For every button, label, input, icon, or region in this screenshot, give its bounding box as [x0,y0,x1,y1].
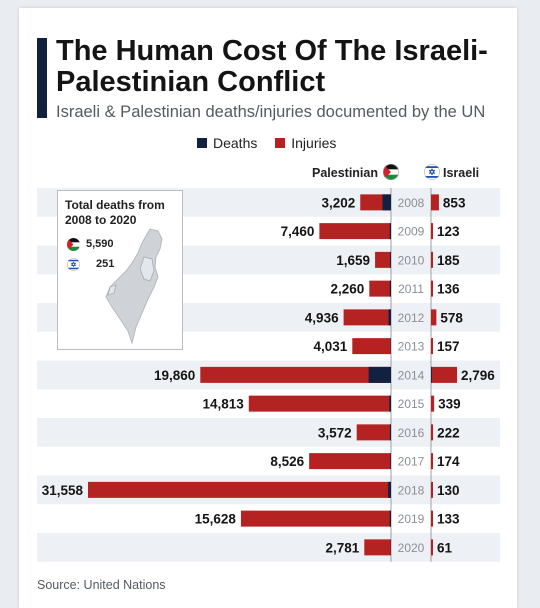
year-label: 2008 [398,196,425,210]
bar-israeli-injuries [431,396,434,412]
label-palestinian-total: 1,659 [336,253,370,268]
label-israeli-total: 2,796 [461,368,495,383]
palestine-flag-icon [67,238,80,251]
bar-israeli-injuries [431,367,457,383]
year-label: 2010 [398,253,425,267]
label-palestinian-total: 4,031 [314,339,348,354]
bar-palestinian-deaths [390,252,391,268]
label-israeli-total: 222 [437,425,460,440]
inset-title: Total deaths from 2008 to 2020 [65,198,180,228]
bar-palestinian-deaths [389,396,391,412]
bar-palestinian-deaths [388,482,391,498]
bar-israeli-injuries [431,539,433,555]
bar-palestinian-injuries [369,281,391,297]
bar-palestinian-injuries [364,539,391,555]
bar-palestinian-deaths [390,511,391,527]
bar-israeli-injuries [431,511,433,527]
label-palestinian-total: 7,460 [281,224,315,239]
bar-israeli-injuries [431,281,433,297]
bar-israeli-injuries [431,252,433,268]
source-note: Source: United Nations [37,578,166,592]
bar-palestinian-injuries [344,309,391,325]
label-israeli-total: 157 [437,339,460,354]
label-israeli-total: 853 [443,195,466,210]
label-palestinian-total: 3,572 [318,425,352,440]
bar-palestinian-injuries [352,338,391,354]
bar-palestinian-injuries [357,424,391,440]
bar-palestinian-deaths [390,453,391,469]
label-israeli-total: 130 [437,483,460,498]
label-israeli-total: 133 [437,512,460,527]
bar-israeli-injuries [431,338,433,354]
label-palestinian-total: 14,813 [202,397,244,412]
bar-israeli-injuries [431,453,433,469]
label-palestinian-total: 15,628 [195,512,237,527]
label-palestinian-total: 31,558 [42,483,84,498]
bar-palestinian-injuries [249,396,391,412]
bar-israeli-injuries [431,223,433,239]
year-label: 2016 [398,426,425,440]
bar-israeli-injuries [431,424,433,440]
bar-israeli-injuries [431,309,436,325]
label-israeli-total: 61 [437,540,453,555]
label-israeli-total: 174 [437,454,460,469]
inset-box: Total deaths from 2008 to 2020 5,590 251 [57,190,183,350]
year-label: 2012 [398,311,425,325]
label-palestinian-total: 8,526 [270,454,304,469]
year-label: 2011 [398,282,424,296]
label-israeli-total: 136 [437,282,460,297]
bar-israeli-injuries [431,482,433,498]
label-palestinian-total: 3,202 [321,195,355,210]
year-label: 2013 [398,340,425,354]
label-palestinian-total: 4,936 [305,310,339,325]
label-israeli-total: 123 [437,224,460,239]
year-label: 2017 [398,455,425,469]
year-label: 2009 [398,225,425,239]
bar-israeli-deaths [431,367,432,383]
label-israeli-total: 185 [437,253,460,268]
bar-palestinian-injuries [309,453,391,469]
inset-israeli-deaths: 251 [96,258,114,270]
bar-palestinian-deaths [382,194,391,210]
bar-israeli-injuries [431,194,439,210]
year-label: 2020 [398,541,425,555]
bar-palestinian-deaths [390,223,391,239]
bar-palestinian-deaths [389,309,391,325]
bar-palestinian-deaths [390,281,391,297]
year-label: 2015 [398,397,425,411]
label-palestinian-total: 2,260 [331,282,365,297]
label-palestinian-total: 2,781 [326,540,360,555]
label-israeli-total: 339 [438,397,461,412]
year-label: 2019 [398,512,425,526]
label-israeli-total: 578 [440,310,463,325]
bar-palestinian-injuries [375,252,391,268]
year-label: 2018 [398,483,425,497]
bar-palestinian-injuries [241,511,391,527]
bar-palestinian-deaths [369,367,391,383]
bar-palestinian-injuries [200,367,391,383]
year-label: 2014 [398,368,425,382]
inset-palestinian-deaths: 5,590 [86,238,114,250]
bar-palestinian-injuries [88,482,391,498]
bar-palestinian-deaths [390,424,391,440]
label-palestinian-total: 19,860 [154,368,195,383]
bar-palestinian-injuries [319,223,391,239]
israel-flag-icon [67,258,80,271]
